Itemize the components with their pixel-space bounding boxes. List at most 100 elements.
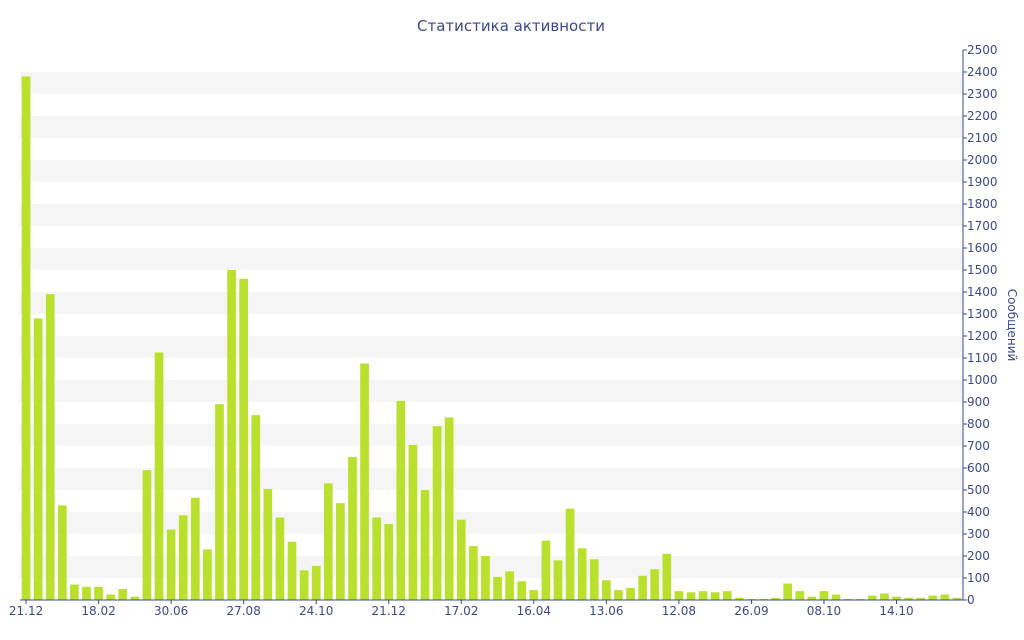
bar bbox=[602, 580, 611, 600]
bar bbox=[287, 541, 297, 600]
bar bbox=[384, 524, 394, 600]
y-tick-label: 1800 bbox=[967, 197, 998, 211]
bar bbox=[565, 508, 575, 600]
bar bbox=[795, 591, 805, 600]
bar bbox=[686, 592, 696, 600]
y-tick-label: 1700 bbox=[967, 219, 998, 233]
grid-band bbox=[20, 292, 963, 314]
y-tick-label: 300 bbox=[967, 527, 990, 541]
bar bbox=[82, 586, 91, 600]
bar bbox=[178, 515, 188, 600]
grid-band bbox=[20, 160, 963, 182]
bar bbox=[650, 569, 660, 600]
y-tick-label: 1100 bbox=[967, 351, 998, 365]
bar bbox=[928, 595, 938, 600]
bar bbox=[360, 363, 369, 600]
bar bbox=[698, 591, 708, 600]
bar bbox=[831, 594, 841, 600]
bar bbox=[323, 483, 333, 600]
bar bbox=[940, 594, 950, 600]
bar bbox=[589, 559, 599, 600]
bar bbox=[456, 519, 466, 600]
x-axis: 21.12 18.02 30.06 27.08 24.10 21.12 17.02 16.04… bbox=[9, 599, 963, 618]
bar bbox=[843, 598, 853, 600]
bar bbox=[33, 318, 43, 600]
bar bbox=[493, 576, 502, 600]
bar bbox=[916, 597, 926, 600]
x-tick-label: 27.08 bbox=[226, 604, 260, 618]
grid-band bbox=[20, 336, 963, 358]
y-tick-label: 100 bbox=[967, 571, 990, 585]
bar bbox=[70, 584, 79, 600]
x-tick-label: 13.06 bbox=[589, 604, 623, 618]
bar bbox=[372, 517, 381, 600]
bar bbox=[94, 586, 103, 600]
bar bbox=[541, 540, 551, 600]
y-tick-label: 0 bbox=[967, 593, 975, 607]
bar bbox=[626, 587, 635, 600]
x-tick-label: 17.02 bbox=[444, 604, 478, 618]
bar bbox=[662, 553, 672, 600]
bar bbox=[154, 352, 164, 600]
bar bbox=[553, 560, 563, 600]
bars bbox=[21, 76, 962, 600]
bar bbox=[734, 597, 744, 600]
y-tick-label: 2500 bbox=[967, 43, 998, 57]
grid-bands bbox=[20, 72, 963, 578]
y-tick-label: 1300 bbox=[967, 307, 998, 321]
y-tick-label: 2100 bbox=[967, 131, 998, 145]
bar bbox=[577, 548, 587, 600]
bar bbox=[106, 594, 116, 600]
bar bbox=[239, 278, 249, 600]
bar bbox=[432, 426, 442, 600]
bar bbox=[396, 400, 406, 600]
bar bbox=[263, 488, 273, 600]
bar bbox=[190, 497, 200, 600]
y-tick-label: 2000 bbox=[967, 153, 998, 167]
x-tick-label: 21.12 bbox=[372, 604, 406, 618]
bar bbox=[227, 270, 236, 600]
bar bbox=[481, 556, 490, 600]
bar bbox=[166, 529, 176, 600]
y-tick-label: 1900 bbox=[967, 175, 998, 189]
x-tick-label: 18.02 bbox=[81, 604, 115, 618]
bar bbox=[710, 592, 720, 600]
x-tick-label: 12.08 bbox=[662, 604, 696, 618]
bar bbox=[469, 546, 478, 600]
bar bbox=[21, 76, 31, 600]
y-tick-label: 800 bbox=[967, 417, 990, 431]
bar bbox=[251, 415, 261, 600]
grid-band bbox=[20, 380, 963, 402]
y-tick-label: 1000 bbox=[967, 373, 998, 387]
x-tick-label: 30.06 bbox=[154, 604, 188, 618]
chart-title: Статистика активности bbox=[417, 17, 605, 35]
grid-band bbox=[20, 248, 963, 270]
bar bbox=[215, 404, 224, 600]
bar bbox=[517, 581, 527, 600]
y-tick-label: 2200 bbox=[967, 109, 998, 123]
bar bbox=[203, 549, 212, 600]
y-tick-label: 900 bbox=[967, 395, 990, 409]
y-tick-label: 600 bbox=[967, 461, 990, 475]
y-tick-label: 400 bbox=[967, 505, 990, 519]
x-tick-label: 21.12 bbox=[9, 604, 43, 618]
bar bbox=[118, 589, 128, 600]
bar bbox=[674, 591, 684, 600]
bar bbox=[819, 591, 829, 600]
y-axis: 0 100 200 300 400 500 600 700 800 900 1000 1100 1200… bbox=[962, 43, 998, 607]
x-tick-label: 08.10 bbox=[807, 604, 841, 618]
bar bbox=[336, 503, 345, 600]
bar bbox=[614, 590, 623, 600]
y-tick-label: 1400 bbox=[967, 285, 998, 299]
bar bbox=[142, 470, 152, 600]
y-tick-label: 500 bbox=[967, 483, 990, 497]
x-tick-label: 26.09 bbox=[734, 604, 768, 618]
y-tick-label: 700 bbox=[967, 439, 990, 453]
y-tick-label: 1500 bbox=[967, 263, 998, 277]
bar bbox=[299, 570, 309, 600]
x-tick-label: 14.10 bbox=[879, 604, 913, 618]
bar bbox=[408, 444, 418, 600]
grid-band bbox=[20, 204, 963, 226]
x-tick-label: 24.10 bbox=[299, 604, 333, 618]
bar bbox=[529, 590, 539, 600]
